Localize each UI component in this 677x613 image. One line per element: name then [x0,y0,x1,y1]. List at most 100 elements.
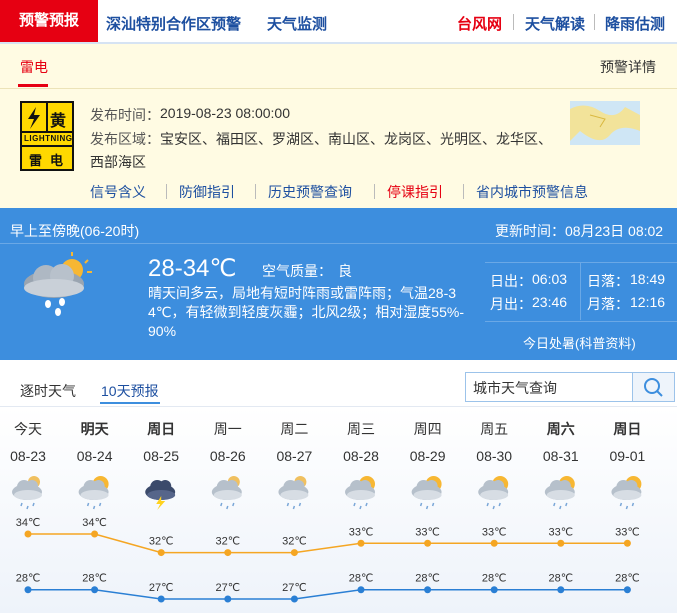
cloud [613,490,642,500]
temp-point [424,586,432,594]
solar-term[interactable]: 今日处暑(科普资料) [523,336,636,351]
temp-point [557,586,565,594]
temp-point [91,530,99,538]
nav-link[interactable]: 天气解读 [525,16,586,33]
search-input[interactable] [465,372,633,402]
rain-drop [98,502,102,507]
cloud [80,490,109,500]
date: 08-25 [143,448,179,464]
rain-drop [292,505,296,510]
temp-point [157,595,165,603]
nav-link[interactable]: 降雨估测 [605,16,666,33]
temp-point [157,549,165,557]
warning-panel [0,44,677,208]
label: 月出： [490,296,532,312]
day-name: 周三 [347,421,375,437]
temp-point [557,539,565,547]
issue-time: 2019-08-23 08:00:00 [160,105,290,121]
label: 日出： [490,273,532,289]
rain-drop [26,505,29,510]
temp-point [91,586,99,594]
cloud [26,480,38,492]
tab[interactable]: 逐时天气 [20,383,76,399]
date: 08-24 [77,448,113,464]
temp-label: 27℃ [149,582,174,594]
update-time: 08月23日 08:02 [565,223,664,239]
tab-active[interactable]: 10天预报 [101,383,159,399]
warning-link[interactable]: 历史预警查询 [268,184,352,200]
warning-link[interactable]: 信号含义 [90,184,146,200]
label: 日落： [587,273,629,289]
nav-link[interactable]: 深汕特别合作区预警 [106,16,242,33]
temp-label: 34℃ [82,517,107,529]
day-name: 明天 [81,421,110,437]
temp-label: 32℃ [149,536,174,548]
weather-icon [12,476,42,510]
label: 发布区域： [90,131,160,147]
rain-drop [492,505,495,510]
map-thumb[interactable] [570,101,640,145]
rain-drop [498,502,501,507]
separator [166,184,167,199]
day-name: 周四 [414,421,442,437]
temp-line [28,588,628,600]
temp-label: 28℃ [415,573,440,585]
nav-link[interactable]: 台风网 [457,16,503,33]
description: 晴天间多云，局地有短时阵雨或雷阵雨；气温28-34℃，有轻微到轻度灰霾；北风2级… [148,285,464,339]
warning-link[interactable]: 省内城市预警信息 [476,184,588,200]
cloud [213,490,242,500]
rain-drop [565,502,568,507]
rain-drop [619,502,623,507]
weather-icon [211,476,242,510]
separator [513,14,514,30]
warning-detail[interactable]: 预警详情 [600,59,656,75]
rain-drop [631,502,635,507]
cloud [159,480,172,492]
bolt [156,496,166,510]
temp-point [357,586,365,594]
temp-point [24,586,32,594]
cloud [546,490,575,500]
temp-label: 32℃ [282,536,307,548]
nav-link[interactable]: 天气监测 [267,16,328,33]
cloud [492,480,505,492]
temp-point [290,595,298,603]
temp-point [490,586,498,594]
moonrise: 23:46 [532,294,568,310]
label: 空气质量： [262,263,332,279]
weather-icon [345,476,375,510]
nav-active[interactable]: 预警预报 [0,0,98,42]
cloud [292,480,305,492]
rain-drop [232,502,235,507]
warning-tab[interactable]: 雷电 [20,59,48,75]
warning-link[interactable]: 防御指引 [179,184,235,200]
tab-underline [100,402,160,404]
temp-label: 33℃ [615,526,640,538]
warning-link[interactable]: 停课指引 [387,184,443,200]
rain-drop [431,502,435,507]
cloud [347,490,375,500]
temp-label: 33℃ [349,526,374,538]
sunrise: 06:03 [532,271,568,287]
forecast: 今天 08-23 明天 08-24 周日 08-25 周一 08-26 周二 08-27 周三 08-… [10,421,646,603]
temp-label: 28℃ [16,573,41,585]
rain-drop [298,502,302,507]
weather-icon [78,476,109,510]
date: 08-28 [343,448,379,464]
weather-icon [478,476,509,510]
temp-point [623,586,631,594]
weather-icon [278,476,309,510]
temp-label: 28℃ [482,573,507,585]
temp-label: 27℃ [282,582,307,594]
search-button[interactable] [632,372,675,402]
rain-drop [353,502,356,507]
period: 早上至傍晚(06-20时) [10,223,140,239]
rain-drop [220,502,223,507]
day-name: 周日 [147,421,175,437]
temp-label: 28℃ [349,573,374,585]
day-name: 周日 [613,421,641,437]
rain-drop [92,505,96,510]
rain-drop [359,505,362,510]
moonset: 12:16 [630,294,666,310]
temp-point [623,539,631,547]
